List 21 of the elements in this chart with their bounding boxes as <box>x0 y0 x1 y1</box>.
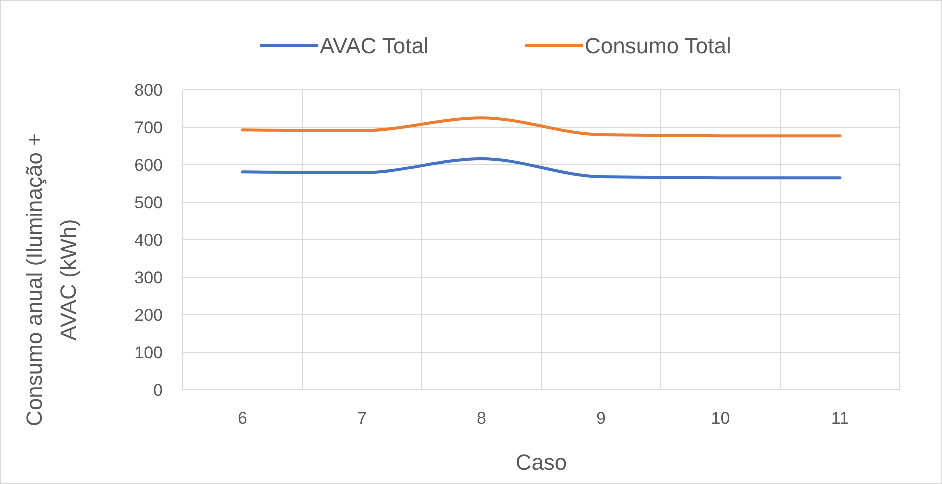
y-tick-label: 600 <box>134 156 163 175</box>
y-tick-label: 500 <box>134 193 163 212</box>
x-tick-label: 8 <box>477 409 486 428</box>
y-tick-label: 300 <box>134 268 163 288</box>
legend-label: Consumo Total <box>585 34 732 59</box>
x-axis-title: Caso <box>516 450 568 475</box>
legend-label: AVAC Total <box>320 34 429 59</box>
x-tick-label: 6 <box>238 409 248 428</box>
x-tick-label: 10 <box>711 409 730 428</box>
line-series <box>241 158 842 180</box>
x-tick-label: 9 <box>596 409 606 428</box>
y-tick-label: 800 <box>134 80 163 100</box>
y-tick-label: 400 <box>134 230 163 250</box>
line-series <box>241 116 842 138</box>
y-tick-label: 0 <box>154 380 163 400</box>
y-tick-label: 100 <box>134 343 163 362</box>
x-tick-label: 11 <box>831 409 850 428</box>
y-tick-label: 200 <box>134 306 163 325</box>
y-tick-label: 700 <box>134 118 163 138</box>
x-tick-label: 7 <box>358 409 367 428</box>
y-axis-title: Consumo anual (Iluminação + AVAC (kWh) <box>22 134 81 426</box>
